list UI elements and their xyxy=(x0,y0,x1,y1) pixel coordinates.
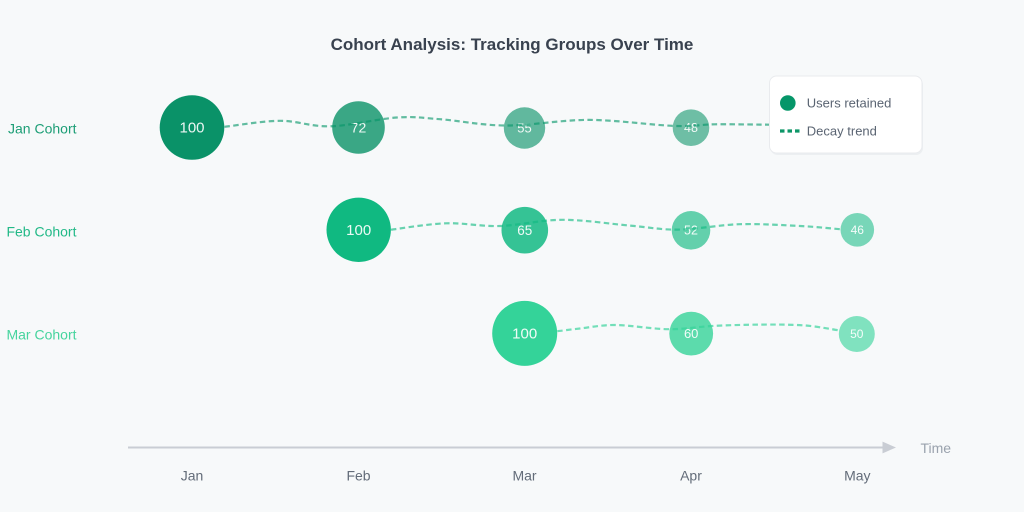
svg-text:50: 50 xyxy=(850,327,864,341)
svg-text:Jan Cohort: Jan Cohort xyxy=(8,121,77,137)
svg-text:60: 60 xyxy=(684,326,698,341)
svg-text:52: 52 xyxy=(684,224,698,238)
svg-text:Feb: Feb xyxy=(346,468,370,484)
svg-text:48: 48 xyxy=(684,121,698,135)
svg-text:Feb Cohort: Feb Cohort xyxy=(6,224,76,240)
svg-text:65: 65 xyxy=(517,223,532,238)
svg-text:Users retained: Users retained xyxy=(807,96,892,111)
svg-text:Jan: Jan xyxy=(181,468,204,484)
svg-text:Decay trend: Decay trend xyxy=(807,124,877,139)
svg-text:100: 100 xyxy=(346,222,371,239)
svg-text:Cohort Analysis: Tracking Grou: Cohort Analysis: Tracking Groups Over Ti… xyxy=(331,35,694,54)
svg-text:Apr: Apr xyxy=(680,468,702,484)
svg-text:Time: Time xyxy=(921,440,952,456)
svg-text:46: 46 xyxy=(851,223,865,237)
svg-text:100: 100 xyxy=(179,120,204,137)
svg-text:Mar: Mar xyxy=(512,468,536,484)
svg-text:72: 72 xyxy=(351,119,367,135)
svg-text:May: May xyxy=(844,468,870,484)
svg-text:55: 55 xyxy=(517,121,531,136)
svg-text:Mar Cohort: Mar Cohort xyxy=(6,327,76,343)
svg-text:100: 100 xyxy=(512,325,537,342)
